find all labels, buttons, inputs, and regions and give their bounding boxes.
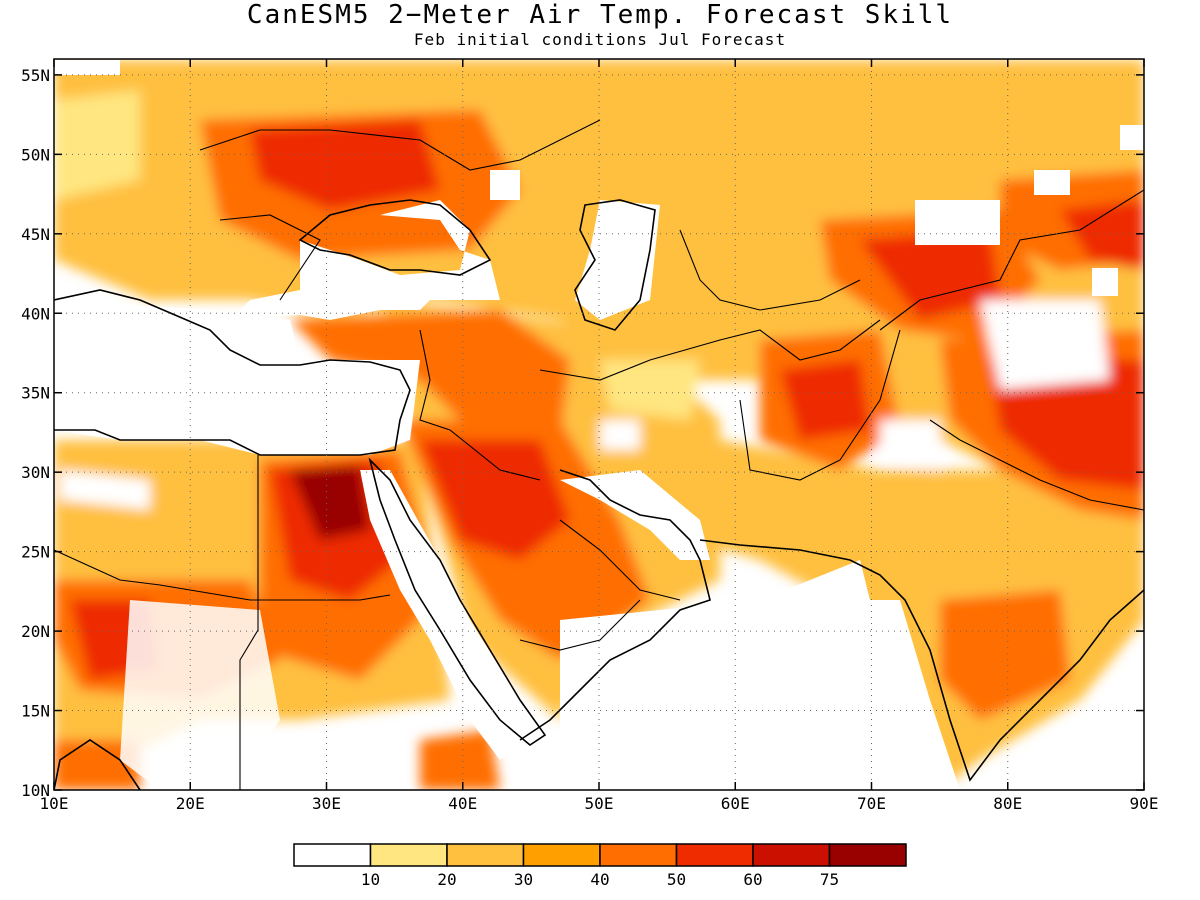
lon-tick-label: 80E	[993, 794, 1022, 813]
lon-tick-label: 20E	[176, 794, 205, 813]
lat-tick-label: 15N	[21, 702, 50, 721]
legend-label: 40	[590, 870, 609, 889]
lat-axis-labels: 10N 15N 20N 25N 30N 35N 40N 45N 50N 55N	[21, 66, 50, 800]
lat-tick-label: 10N	[21, 781, 50, 800]
legend-swatch	[828, 843, 907, 867]
axis-ticks	[53, 59, 1145, 791]
color-legend: 10 20 30 40 50 60 75	[293, 843, 907, 889]
legend-label: 30	[514, 870, 533, 889]
coastlines	[54, 199, 1144, 790]
skill-field	[54, 59, 1144, 790]
lat-tick-label: 40N	[21, 304, 50, 323]
legend-swatch	[446, 843, 525, 867]
legend-swatch	[599, 843, 678, 867]
legend-label: 50	[667, 870, 686, 889]
lat-tick-label: 25N	[21, 543, 50, 562]
lat-tick-label: 45N	[21, 225, 50, 244]
lon-tick-label: 40E	[448, 794, 477, 813]
legend-swatch	[369, 843, 448, 867]
legend-swatch	[675, 843, 754, 867]
lat-tick-label: 55N	[21, 66, 50, 85]
legend-label: 20	[437, 870, 456, 889]
lon-tick-label: 50E	[585, 794, 614, 813]
legend-label: 60	[743, 870, 762, 889]
lon-tick-label: 90E	[1130, 794, 1159, 813]
lat-tick-label: 35N	[21, 384, 50, 403]
country-borders	[54, 119, 1144, 790]
lat-tick-label: 50N	[21, 145, 50, 164]
lon-tick-label: 30E	[312, 794, 341, 813]
legend-swatch	[522, 843, 601, 867]
legend-label: 75	[820, 870, 839, 889]
map-title: CanESM5 2−Meter Air Temp. Forecast Skill	[246, 0, 954, 30]
lat-tick-label: 30N	[21, 463, 50, 482]
legend-swatch	[752, 843, 831, 867]
lon-tick-label: 70E	[857, 794, 886, 813]
lon-tick-label: 10E	[40, 794, 69, 813]
lat-tick-label: 20N	[21, 622, 50, 641]
map-subtitle: Feb initial conditions Jul Forecast	[413, 30, 787, 49]
legend-label: 10	[361, 870, 380, 889]
lon-axis-labels: 10E 20E 30E 40E 50E 60E 70E 80E 90E	[40, 794, 1159, 813]
lon-tick-label: 60E	[721, 794, 750, 813]
legend-swatch	[293, 843, 372, 867]
